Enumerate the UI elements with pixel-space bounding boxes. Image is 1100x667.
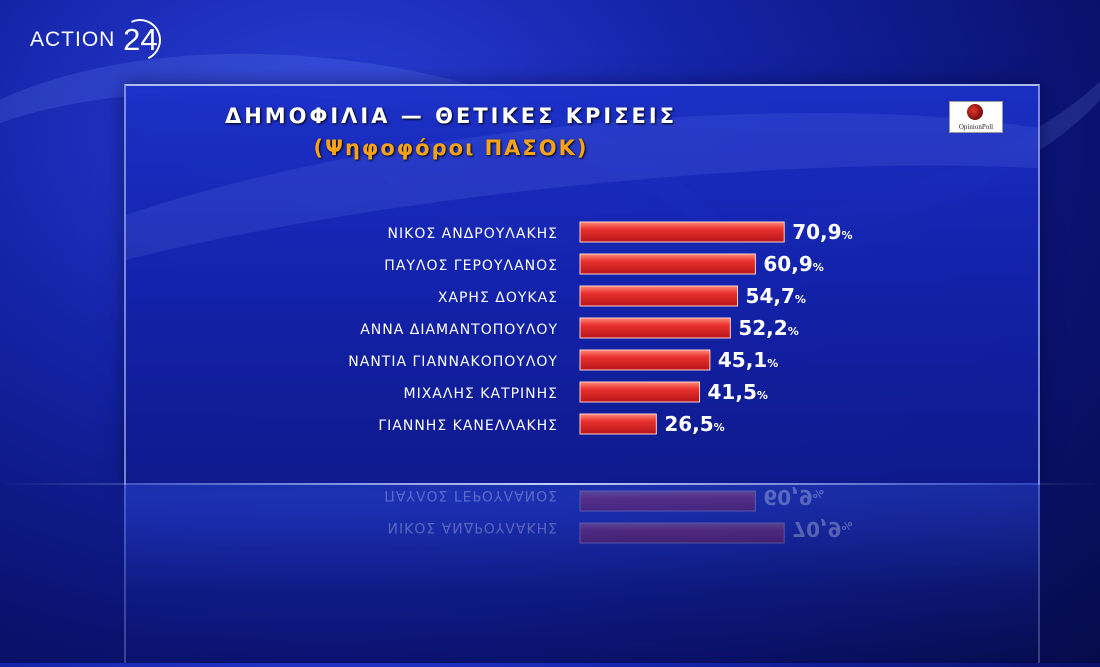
pollster-logo-icon	[967, 104, 983, 120]
value-label: 52,2%	[738, 316, 798, 340]
category-label: ΧΑΡΗΣ ΔΟΥΚΑΣ	[438, 290, 558, 306]
bar	[579, 413, 657, 435]
value-unit: %	[714, 421, 725, 434]
channel-logo: ACTION 24	[30, 13, 168, 67]
bar	[579, 221, 785, 243]
bar	[579, 349, 711, 371]
logo-ring-icon	[113, 13, 168, 67]
category-label: ΑΝΝΑ ΔΙΑΜΑΝΤΟΠΟΥΛΟΥ	[360, 322, 558, 338]
bar	[579, 253, 756, 275]
bar	[579, 381, 701, 403]
reflection-chart: ΝΙΚΟΣ ΑΝΔΡΟΥΛΑΚΗΣ 70,9% ΠΑΥΛΟΣ ΓΕΡΟΥΛΑΝΟΣ 6…	[348, 325, 853, 544]
value-unit: %	[813, 261, 824, 274]
category-label: ΜΙΧΑΛΗΣ ΚΑΤΡΙΝΗΣ	[403, 386, 558, 402]
value-label: 70,9%	[792, 220, 852, 244]
category-label: ΝΙΚΟΣ ΑΝΔΡΟΥΛΑΚΗΣ	[388, 519, 558, 535]
value-unit: %	[813, 487, 824, 500]
category-label: ΝΑΝΤΙΑ ΓΙΑΝΝΑΚΟΠΟΥΛΟΥ	[348, 354, 558, 370]
bar	[579, 317, 731, 339]
bar	[579, 490, 756, 512]
chart-panel: ΔΗΜΟΦΙΛΙΑ — ΘΕΤΙΚΕΣ ΚΡΙΣΕΙΣ (Ψηφοφόροι Π…	[124, 84, 1040, 485]
logo-number-text: 24	[123, 22, 158, 57]
value-unit: %	[842, 519, 853, 532]
chart-title: ΔΗΜΟΦΙΛΙΑ — ΘΕΤΙΚΕΣ ΚΡΙΣΕΙΣ	[224, 104, 678, 128]
floor-reflection: ΝΙΚΟΣ ΑΝΔΡΟΥΛΑΚΗΣ 70,9% ΠΑΥΛΟΣ ΓΕΡΟΥΛΑΝΟΣ 6…	[124, 325, 1040, 663]
category-label: ΝΙΚΟΣ ΑΝΔΡΟΥΛΑΚΗΣ	[388, 226, 558, 242]
value-unit: %	[842, 229, 853, 242]
value-unit: %	[788, 325, 799, 338]
value-label: 26,5%	[664, 412, 724, 436]
value-label: 45,1%	[718, 348, 778, 372]
category-label: ΠΑΥΛΟΣ ΓΕΡΟΥΛΑΝΟΣ	[384, 258, 558, 274]
value-unit: %	[757, 389, 768, 402]
chart-subtitle: (Ψηφοφόροι ΠΑΣΟΚ)	[313, 136, 589, 160]
value-label: 70,9%	[792, 517, 852, 541]
value-label: 41,5%	[708, 380, 768, 404]
value-unit: %	[767, 357, 778, 370]
logo-text: ACTION	[30, 28, 116, 51]
category-label: ΓΙΑΝΝΗΣ ΚΑΝΕΛΛΑΚΗΣ	[378, 418, 558, 434]
bar-chart: ΝΙΚΟΣ ΑΝΔΡΟΥΛΑΚΗΣ 70,9% ΠΑΥΛΟΣ ΓΕΡΟΥΛΑΝΟΣ 6…	[348, 220, 852, 436]
bar	[579, 522, 785, 544]
value-label: 60,9%	[763, 485, 823, 509]
category-label: ΠΑΥΛΟΣ ΓΕΡΟΥΛΑΝΟΣ	[384, 487, 558, 503]
value-unit: %	[795, 293, 806, 306]
pollster-logo: OpinionPoll	[949, 101, 1003, 133]
value-label: 54,7%	[746, 284, 806, 308]
pollster-name: OpinionPoll	[958, 123, 994, 131]
floor-line	[0, 483, 1100, 485]
logo-number: 24	[113, 13, 168, 67]
bar	[579, 285, 739, 307]
value-label: 60,9%	[763, 252, 823, 276]
